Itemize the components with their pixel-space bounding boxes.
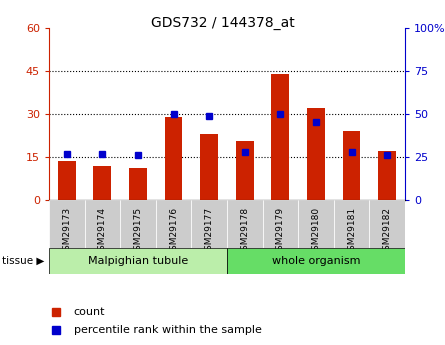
Text: GSM29176: GSM29176 xyxy=(169,207,178,256)
Text: GSM29177: GSM29177 xyxy=(205,207,214,256)
Text: GSM29174: GSM29174 xyxy=(98,207,107,256)
Bar xyxy=(156,200,191,248)
Bar xyxy=(343,131,360,200)
Text: Malpighian tubule: Malpighian tubule xyxy=(88,256,188,266)
Bar xyxy=(93,166,111,200)
Text: GSM29179: GSM29179 xyxy=(276,207,285,256)
Bar xyxy=(85,200,120,248)
Bar xyxy=(191,200,227,248)
Bar xyxy=(307,108,325,200)
Bar xyxy=(378,151,396,200)
Text: GSM29178: GSM29178 xyxy=(240,207,249,256)
Bar xyxy=(227,248,405,274)
Bar xyxy=(334,200,369,248)
Text: GSM29175: GSM29175 xyxy=(134,207,142,256)
Bar xyxy=(120,200,156,248)
Text: GSM29180: GSM29180 xyxy=(312,207,320,256)
Text: tissue ▶: tissue ▶ xyxy=(2,256,44,266)
Text: GDS732 / 144378_at: GDS732 / 144378_at xyxy=(150,16,295,30)
Text: whole organism: whole organism xyxy=(272,256,360,266)
Text: GSM29181: GSM29181 xyxy=(347,207,356,256)
Bar xyxy=(49,200,85,248)
Text: GSM29173: GSM29173 xyxy=(62,207,71,256)
Bar xyxy=(200,134,218,200)
Text: GSM29182: GSM29182 xyxy=(383,207,392,256)
Bar xyxy=(236,141,254,200)
Bar xyxy=(369,200,405,248)
Bar xyxy=(129,168,147,200)
Bar xyxy=(165,117,182,200)
Bar xyxy=(58,161,76,200)
Bar xyxy=(49,248,227,274)
Text: count: count xyxy=(74,307,105,317)
Bar xyxy=(298,200,334,248)
Bar xyxy=(263,200,298,248)
Text: percentile rank within the sample: percentile rank within the sample xyxy=(74,325,262,335)
Bar xyxy=(227,200,263,248)
Bar xyxy=(271,73,289,200)
